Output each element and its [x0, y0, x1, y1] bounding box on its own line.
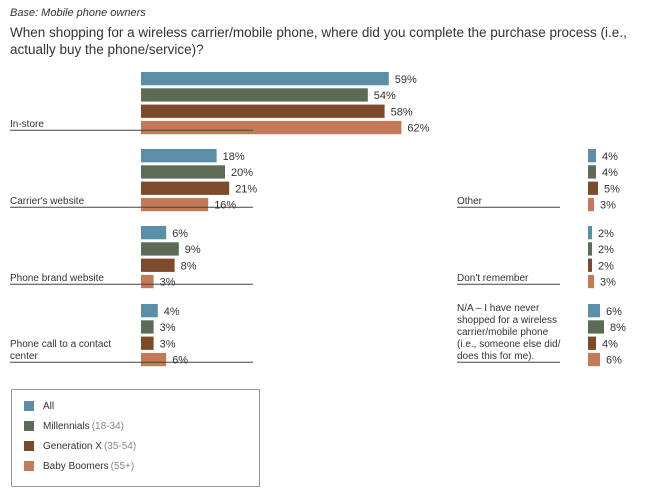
value-label-carrier-s-website-0: 18% [223, 151, 245, 163]
bar-n-a-i-have-never-millennials-18-34 [588, 320, 604, 334]
value-label-don-t-remember-0: 2% [598, 228, 614, 240]
bar-other-all [588, 149, 596, 163]
bar-phone-call-to-a-contact-millennials-18-34 [141, 320, 154, 334]
category-label-in-store: In-store [10, 119, 44, 130]
legend-swatch-millennials [24, 421, 34, 431]
value-label-don-t-remember-1: 2% [598, 244, 614, 256]
legend-label-all: All [43, 400, 55, 412]
category-label-n-a-i-have-never: does this for me). [457, 351, 534, 362]
value-label-don-t-remember-2: 2% [598, 260, 614, 272]
bar-phone-brand-website-baby-boomers-55 [141, 274, 154, 289]
value-label-n-a-i-have-never-2: 4% [602, 338, 618, 350]
legend-label-millennials: Millennials [43, 420, 90, 432]
value-label-phone-brand-website-0: 6% [172, 228, 188, 240]
value-label-other-3: 3% [600, 200, 616, 212]
legend-item-millennials: Millennials (18-34) [24, 419, 124, 433]
value-label-carrier-s-website-1: 20% [231, 167, 253, 179]
question-text: When shopping for a wireless carrier/mob… [10, 25, 627, 57]
bar-don-t-remember-all [588, 226, 592, 240]
bar-phone-call-to-a-contact-baby-boomers-55 [141, 352, 167, 367]
value-label-n-a-i-have-never-3: 6% [606, 355, 622, 367]
value-label-phone-call-to-a-contact-3: 6% [172, 355, 188, 367]
bar-don-t-remember-baby-boomers-55 [588, 274, 594, 289]
category-label-n-a-i-have-never: (i.e., someone else did/ [457, 339, 561, 350]
value-label-in-store-1: 54% [374, 90, 396, 102]
category-label-don-t-remember: Don't remember [457, 273, 529, 284]
bar-in-store-generation-x-35-54 [141, 104, 385, 118]
bar-carrier-s-website-millennials-18-34 [141, 165, 225, 179]
value-label-phone-brand-website-2: 8% [181, 260, 197, 272]
category-label-phone-call-to-a-contact: Phone call to a contact [10, 339, 111, 350]
legend-swatch-all [24, 401, 34, 411]
bar-carrier-s-website-generation-x-35-54 [141, 181, 230, 195]
category-label-carrier-s-website: Carrier's website [10, 196, 85, 207]
value-label-phone-call-to-a-contact-2: 3% [160, 338, 176, 350]
bar-don-t-remember-generation-x-35-54 [588, 258, 592, 272]
bar-n-a-i-have-never-all [588, 304, 600, 318]
legend-sublabel-genx: (35-54) [103, 440, 137, 452]
bar-phone-call-to-a-contact-generation-x-35-54 [141, 336, 154, 350]
legend-item-all: All [24, 399, 56, 413]
base-note: Base: Mobile phone owners [10, 7, 146, 19]
value-label-other-1: 4% [602, 167, 618, 179]
value-label-phone-brand-website-3: 3% [160, 277, 176, 289]
value-label-in-store-2: 58% [391, 106, 413, 118]
bar-in-store-millennials-18-34 [141, 88, 368, 102]
legend-swatch-boomers [24, 461, 34, 471]
bar-phone-brand-website-generation-x-35-54 [141, 258, 175, 272]
bar-other-generation-x-35-54 [588, 181, 598, 195]
legend-item-boomers: Baby Boomers (55+) [24, 459, 134, 473]
bar-in-store-baby-boomers-55 [141, 120, 402, 135]
category-label-other: Other [457, 196, 483, 207]
value-label-carrier-s-website-3: 16% [214, 200, 236, 212]
value-label-in-store-3: 62% [407, 123, 429, 135]
bar-phone-brand-website-millennials-18-34 [141, 242, 179, 256]
legend-sublabel-millennials: (18-34) [91, 420, 124, 432]
category-label-n-a-i-have-never: shopped for a wireless [457, 315, 557, 326]
value-label-phone-brand-website-1: 9% [185, 244, 201, 256]
bar-carrier-s-website-baby-boomers-55 [141, 197, 209, 212]
legend-sublabel-boomers: (55+) [110, 460, 135, 472]
bar-phone-brand-website-all [141, 226, 167, 240]
bar-carrier-s-website-all [141, 149, 217, 163]
bar-other-millennials-18-34 [588, 165, 596, 179]
bar-n-a-i-have-never-baby-boomers-55 [588, 352, 600, 367]
bar-chart: 59% 54% 58% 62% In-store 18% 20% 21% 16% Carrier'… [10, 72, 626, 367]
value-label-phone-call-to-a-contact-0: 4% [164, 306, 180, 318]
value-label-don-t-remember-3: 3% [600, 277, 616, 289]
value-label-in-store-0: 59% [395, 74, 417, 86]
category-label-phone-call-to-a-contact: center [10, 351, 38, 362]
category-label-n-a-i-have-never: N/A – I have never [457, 303, 540, 314]
bar-phone-call-to-a-contact-all [141, 304, 158, 318]
value-label-other-0: 4% [602, 151, 618, 163]
bar-don-t-remember-millennials-18-34 [588, 242, 592, 256]
bar-n-a-i-have-never-generation-x-35-54 [588, 336, 596, 350]
bar-in-store-all [141, 72, 389, 86]
value-label-other-2: 5% [604, 183, 620, 195]
category-label-phone-brand-website: Phone brand website [10, 273, 104, 284]
value-label-n-a-i-have-never-0: 6% [606, 306, 622, 318]
value-label-carrier-s-website-2: 21% [235, 183, 257, 195]
value-label-n-a-i-have-never-1: 8% [610, 322, 626, 334]
chart-legend: All Millennials (18-34) Generation X (35… [11, 389, 260, 487]
legend-item-genx: Generation X (35-54) [24, 439, 136, 453]
legend-label-boomers: Baby Boomers [43, 460, 109, 472]
legend-swatch-genx [24, 441, 34, 451]
legend-label-genx: Generation X [43, 440, 102, 452]
value-label-phone-call-to-a-contact-1: 3% [160, 322, 176, 334]
bar-other-baby-boomers-55 [588, 197, 594, 212]
category-label-n-a-i-have-never: carrier/mobile phone [457, 327, 549, 338]
